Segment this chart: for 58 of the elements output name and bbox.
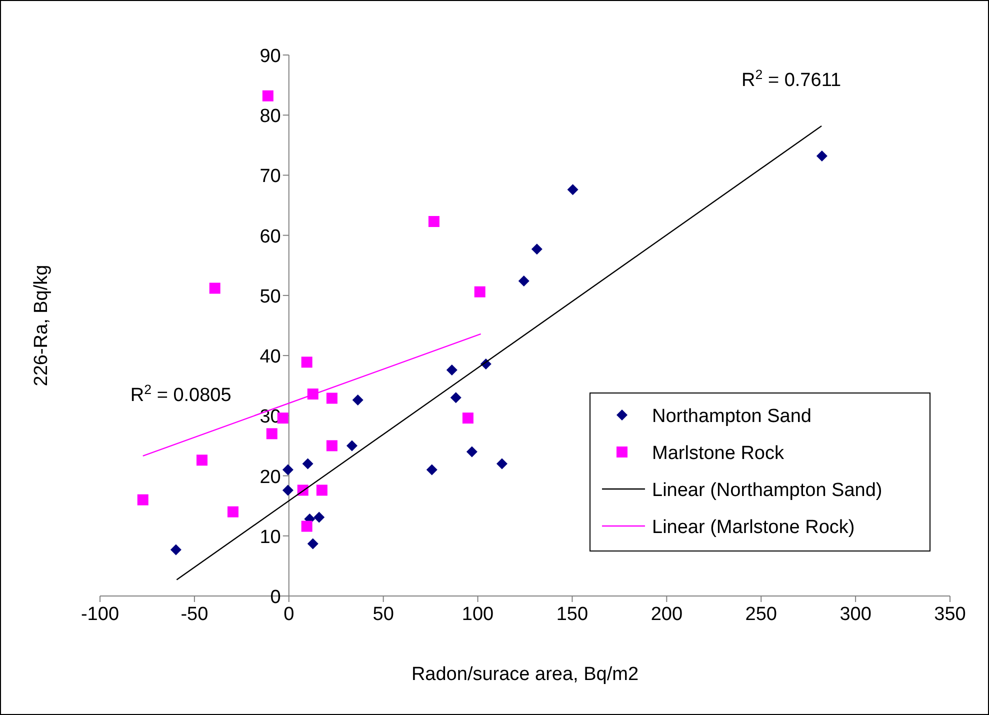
point	[301, 520, 312, 532]
point	[474, 286, 486, 298]
legend-label: Marlstone Rock	[652, 443, 784, 464]
y-tick-label: 80	[260, 106, 281, 128]
point	[567, 184, 578, 196]
point	[462, 412, 474, 424]
y-tick-label: 0	[270, 587, 281, 608]
annotation: R$^{2}$ = 0.7611	[742, 66, 842, 91]
point	[209, 282, 220, 294]
point	[518, 276, 530, 287]
point	[816, 150, 828, 162]
point	[426, 464, 438, 476]
point	[302, 458, 314, 470]
point	[266, 428, 278, 440]
annotation: R$^{2}$ = 0.0805	[130, 381, 232, 406]
point	[352, 394, 364, 406]
point	[531, 244, 542, 255]
point	[137, 494, 148, 506]
point	[282, 484, 294, 496]
point	[282, 464, 294, 476]
point	[326, 392, 338, 404]
x-tick-label: -50	[180, 604, 208, 625]
y-tick-label: 60	[260, 226, 281, 248]
y-tick-label: 10	[260, 526, 281, 548]
point	[446, 364, 458, 376]
point	[450, 392, 462, 404]
point	[170, 544, 182, 556]
x-axis-title: Radon/surace area, Bq/m2	[411, 664, 639, 685]
x-tick-label: 200	[650, 604, 683, 625]
y-tick-label: 70	[260, 166, 281, 188]
x-tick-label: -100	[80, 604, 120, 625]
point	[301, 356, 312, 368]
x-tick-label: 50	[372, 604, 394, 625]
legend-label: Linear (Northampton Sand)	[652, 480, 882, 501]
legend-label: Linear (Marlstone Rock)	[652, 517, 855, 538]
point	[466, 446, 478, 458]
x-tick-label: 300	[840, 604, 872, 625]
point	[316, 484, 328, 496]
y-tick-label: 50	[260, 286, 281, 308]
y-tick-label: 90	[260, 46, 281, 67]
point	[346, 440, 358, 452]
y-tick-label: 20	[260, 466, 281, 488]
y-axis-title: 226-Ra, Bq/kg	[31, 264, 52, 386]
point	[196, 454, 208, 466]
legend-label: Northampton Sand	[652, 406, 812, 427]
point	[307, 538, 318, 550]
point	[262, 90, 274, 102]
point	[227, 506, 238, 518]
x-tick-label: 0	[284, 604, 294, 625]
point	[326, 440, 338, 452]
x-tick-label: 100	[462, 604, 494, 625]
y-tick-label: 40	[260, 346, 281, 368]
x-tick-label: 350	[934, 604, 966, 625]
point	[428, 216, 440, 228]
x-tick-label: 250	[745, 604, 777, 625]
x-tick-label: 150	[556, 604, 588, 625]
point	[496, 458, 508, 470]
point	[314, 512, 325, 523]
